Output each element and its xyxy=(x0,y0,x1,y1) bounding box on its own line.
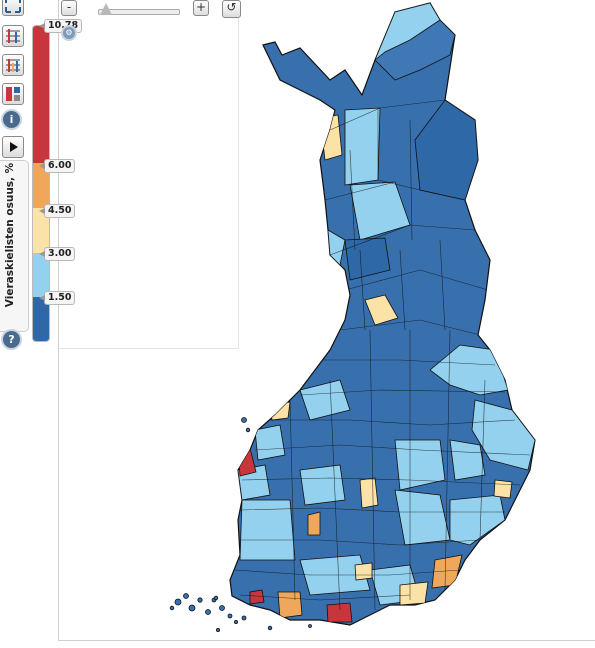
region-central-cream xyxy=(359,477,379,509)
legend-break-3[interactable]: 3.00 xyxy=(38,247,76,261)
help-button[interactable]: ? xyxy=(3,331,20,348)
legend-title: Vieraskielisten osuus, % xyxy=(4,162,16,308)
reset-view-button[interactable]: ↺ xyxy=(222,0,241,18)
info-button[interactable]: i xyxy=(3,111,20,128)
region-karelia xyxy=(471,399,535,471)
region-south-light-a xyxy=(299,464,346,506)
archipelago xyxy=(169,417,312,633)
region-tampere-orange xyxy=(307,511,321,536)
reset-icon: ↺ xyxy=(226,0,237,14)
legend-class-4 xyxy=(33,253,49,297)
region-north-light xyxy=(374,3,441,61)
chart-table-button[interactable] xyxy=(2,25,24,47)
play-icon xyxy=(10,142,18,152)
calculator-icon xyxy=(6,87,20,101)
help-icon: ? xyxy=(8,333,15,346)
region-southwest-red xyxy=(249,589,265,605)
map-frame xyxy=(58,0,595,641)
calculator-button[interactable] xyxy=(2,83,24,105)
play-button[interactable] xyxy=(2,136,24,158)
legend-break-1-5[interactable]: 1.50 xyxy=(38,291,76,305)
gear-icon: ⚙ xyxy=(65,28,73,37)
legend-color-scale xyxy=(33,26,49,341)
region-coast-cream xyxy=(269,401,291,421)
fullscreen-icon xyxy=(5,0,21,13)
chart-compare-button[interactable] xyxy=(2,54,24,76)
legend-class-1 xyxy=(33,26,49,163)
region-south-cream xyxy=(354,562,373,581)
legend-class-5 xyxy=(33,297,49,341)
finland-map xyxy=(169,2,536,633)
region-savo-light xyxy=(449,439,486,481)
legend-class-2 xyxy=(33,163,49,208)
region-lapland-w xyxy=(344,237,391,281)
region-east-cream xyxy=(493,479,513,499)
region-lapland-sw xyxy=(327,229,346,266)
panel-frame xyxy=(58,0,239,349)
legend-class-3 xyxy=(33,208,49,253)
region-oulu-cream xyxy=(364,294,399,326)
chart-table-icon xyxy=(6,29,20,43)
settings-button[interactable]: ⚙ xyxy=(63,27,75,39)
fullscreen-button[interactable] xyxy=(2,0,24,16)
chart-compare-icon xyxy=(6,59,20,72)
region-uusimaa-cream xyxy=(399,581,429,606)
zoom-in-button[interactable]: + xyxy=(193,0,209,16)
region-west-light xyxy=(299,379,351,421)
region-southeast-light xyxy=(449,494,506,546)
zoom-slider[interactable] xyxy=(98,9,180,15)
region-lapland-mid xyxy=(344,107,381,186)
region-central-light xyxy=(394,439,446,491)
info-icon: i xyxy=(9,113,14,126)
region-turku-orange xyxy=(277,591,303,619)
zoom-slider-handle[interactable] xyxy=(100,3,112,15)
legend-break-4-5[interactable]: 4.50 xyxy=(38,204,76,218)
region-ostro-light xyxy=(254,424,286,461)
region-helsinki-red xyxy=(326,602,353,623)
zoom-out-button[interactable]: - xyxy=(61,0,77,16)
legend-break-6[interactable]: 6.00 xyxy=(38,159,76,173)
